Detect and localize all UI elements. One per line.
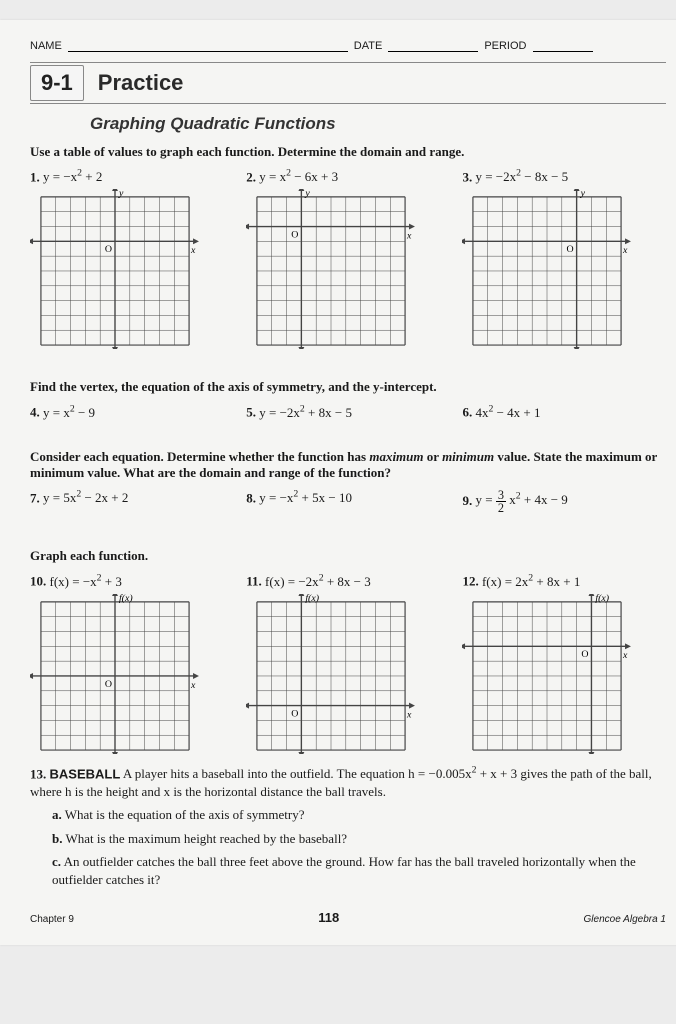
problem-6: 6. 4x2 − 4x + 1 — [462, 403, 666, 420]
problem-eq: y = −x2 + 5x − 10 — [259, 490, 352, 505]
svg-text:x: x — [190, 679, 196, 690]
problem-num: 3. — [462, 169, 472, 184]
part-text: What is the equation of the axis of symm… — [65, 807, 305, 822]
problem-num: 10. — [30, 574, 46, 589]
svg-text:x: x — [406, 709, 412, 720]
problem-num: 12. — [462, 574, 478, 589]
period-label: PERIOD — [484, 40, 526, 52]
problem-num: 2. — [246, 169, 256, 184]
name-blank — [68, 51, 348, 52]
grid-12: f(x) x O — [462, 594, 666, 754]
problem-11: 11. f(x) = −2x2 + 8x − 3 f(x) x O — [246, 572, 450, 753]
period-blank — [533, 51, 593, 52]
problem-text: A player hits a baseball into the outfie… — [30, 766, 652, 799]
section3-row: 7. y = 5x2 − 2x + 2 8. y = −x2 + 5x − 10… — [30, 489, 666, 519]
problem-eq: f(x) = 2x2 + 8x + 1 — [482, 574, 580, 589]
problem-eq: f(x) = −2x2 + 8x − 3 — [265, 574, 371, 589]
problem-eq: y = −2x2 + 8x − 5 — [259, 405, 352, 420]
section3-instruction: Consider each equation. Determine whethe… — [30, 449, 666, 481]
section2-instruction: Find the vertex, the equation of the axi… — [30, 379, 666, 395]
date-blank — [388, 51, 478, 52]
problem-eq: y = −2x2 − 8x − 5 — [475, 169, 568, 184]
footer-chapter: Chapter 9 — [30, 914, 74, 925]
grid-3: y x O — [462, 189, 666, 349]
problem-eq: f(x) = −x2 + 3 — [50, 574, 122, 589]
problem-num: 4. — [30, 405, 40, 420]
svg-text:x: x — [406, 231, 412, 242]
part-label: b. — [52, 831, 62, 846]
problem-7: 7. y = 5x2 − 2x + 2 — [30, 489, 234, 506]
grid-11: f(x) x O — [246, 594, 450, 754]
svg-text:O: O — [292, 230, 299, 241]
part-text: An outfielder catches the ball three fee… — [52, 854, 636, 887]
section1-instruction: Use a table of values to graph each func… — [30, 144, 666, 160]
problem-2: 2. y = x2 − 6x + 3 y x O — [246, 168, 450, 349]
problem-num: 6. — [462, 405, 472, 420]
problem-4: 4. y = x2 − 9 — [30, 403, 234, 420]
problem-13a: a. What is the equation of the axis of s… — [52, 806, 666, 824]
svg-text:x: x — [190, 246, 196, 257]
problem-eq: y = x2 − 6x + 3 — [259, 169, 338, 184]
problem-eq: y = −x2 + 2 — [43, 169, 102, 184]
part-label: c. — [52, 854, 61, 869]
svg-text:O: O — [105, 679, 112, 690]
name-label: NAME — [30, 40, 62, 52]
section1-row: 1. y = −x2 + 2 y x O 2. y = x2 − 6x + 3 y x… — [30, 168, 666, 349]
problem-13: 13. BASEBALL A player hits a baseball in… — [30, 764, 666, 889]
svg-text:y: y — [580, 189, 586, 199]
problem-eq: y = 32 x2 + 4x − 9 — [475, 492, 567, 507]
problem-13b: b. What is the maximum height reached by… — [52, 830, 666, 848]
problem-12: 12. f(x) = 2x2 + 8x + 1 f(x) x O — [462, 572, 666, 753]
header-row: NAME DATE PERIOD — [30, 40, 666, 52]
date-label: DATE — [354, 40, 383, 52]
svg-text:O: O — [105, 245, 112, 256]
problem-13-stem: 13. BASEBALL A player hits a baseball in… — [30, 764, 666, 800]
lesson-bar: 9-1 Practice — [30, 62, 666, 104]
section4-row: 10. f(x) = −x2 + 3 f(x) x O 11. f(x) = −2x… — [30, 572, 666, 753]
problem-3: 3. y = −2x2 − 8x − 5 y x O — [462, 168, 666, 349]
svg-text:x: x — [623, 246, 629, 257]
svg-text:f(x): f(x) — [596, 594, 610, 604]
problem-topic: BASEBALL — [50, 766, 121, 781]
lesson-title: Practice — [98, 70, 184, 96]
svg-text:x: x — [623, 650, 629, 661]
problem-9: 9. y = 32 x2 + 4x − 9 — [462, 489, 666, 515]
svg-text:y: y — [305, 189, 311, 199]
problem-8: 8. y = −x2 + 5x − 10 — [246, 489, 450, 506]
section2-row: 4. y = x2 − 9 5. y = −2x2 + 8x − 5 6. 4x… — [30, 403, 666, 424]
problem-num: 11. — [246, 574, 262, 589]
footer: Chapter 9 118 Glencoe Algebra 1 — [30, 910, 666, 925]
problem-10: 10. f(x) = −x2 + 3 f(x) x O — [30, 572, 234, 753]
lesson-number: 9-1 — [30, 65, 84, 101]
problem-num: 7. — [30, 490, 40, 505]
lesson-subtitle: Graphing Quadratic Functions — [90, 114, 666, 134]
section4-instruction: Graph each function. — [30, 548, 666, 564]
problem-5: 5. y = −2x2 + 8x − 5 — [246, 403, 450, 420]
problem-num: 5. — [246, 405, 256, 420]
problem-num: 1. — [30, 169, 40, 184]
problem-eq: 4x2 − 4x + 1 — [475, 405, 540, 420]
problem-num: 13. — [30, 766, 46, 781]
problem-eq: y = x2 − 9 — [43, 405, 95, 420]
svg-text:O: O — [292, 708, 299, 719]
problem-eq: y = 5x2 − 2x + 2 — [43, 490, 128, 505]
problem-1: 1. y = −x2 + 2 y x O — [30, 168, 234, 349]
svg-text:y: y — [118, 189, 124, 199]
svg-text:f(x): f(x) — [119, 594, 133, 604]
footer-source: Glencoe Algebra 1 — [584, 914, 666, 925]
problem-13c: c. An outfielder catches the ball three … — [52, 853, 666, 888]
svg-text:O: O — [567, 245, 574, 256]
grid-1: y x O — [30, 189, 234, 349]
problem-num: 8. — [246, 490, 256, 505]
problem-num: 9. — [462, 492, 472, 507]
part-label: a. — [52, 807, 62, 822]
footer-page: 118 — [318, 910, 339, 925]
grid-2: y x O — [246, 189, 450, 349]
svg-text:f(x): f(x) — [306, 594, 320, 604]
svg-text:O: O — [582, 649, 589, 660]
part-text: What is the maximum height reached by th… — [66, 831, 348, 846]
grid-10: f(x) x O — [30, 594, 234, 754]
worksheet-page: NAME DATE PERIOD 9-1 Practice Graphing Q… — [0, 20, 676, 945]
